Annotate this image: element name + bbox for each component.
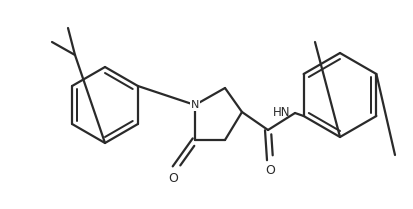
Text: N: N	[191, 100, 199, 110]
Text: O: O	[265, 163, 275, 176]
Text: O: O	[168, 172, 178, 185]
Text: HN: HN	[273, 107, 290, 120]
